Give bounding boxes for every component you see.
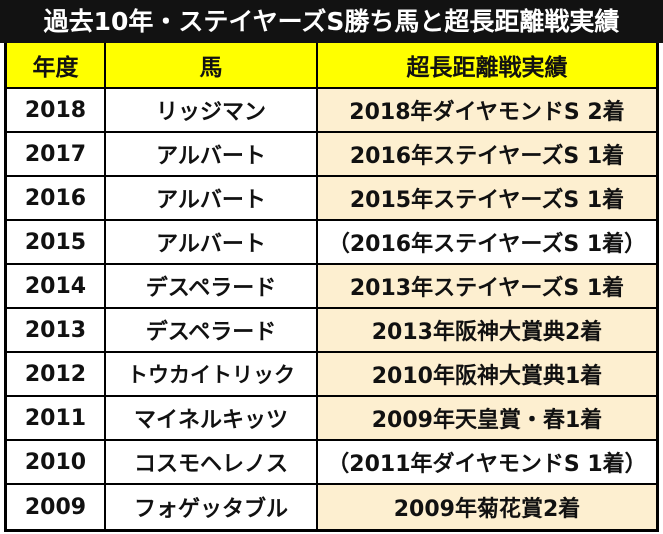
record-cell: 2009年天皇賞・春1着 <box>318 397 656 439</box>
horse-cell: アルバート <box>106 177 318 219</box>
horse-cell: アルバート <box>106 221 318 263</box>
record-cell: 2013年阪神大賞典2着 <box>318 309 656 351</box>
horse-cell: デスペラード <box>106 265 318 307</box>
horse-cell: トウカイトリック <box>106 353 318 395</box>
year-cell: 2013 <box>7 309 106 351</box>
table-row: 2010 コスモヘレノス （2011年ダイヤモンドS 1着） <box>7 441 656 485</box>
year-cell: 2011 <box>7 397 106 439</box>
record-cell: （2011年ダイヤモンドS 1着） <box>318 441 656 483</box>
horse-cell: デスペラード <box>106 309 318 351</box>
page-title: 過去10年・ステイヤーズS勝ち馬と超長距離戦実績 <box>0 0 663 43</box>
header-horse: 馬 <box>106 43 318 87</box>
record-cell: 2010年阪神大賞典1着 <box>318 353 656 395</box>
year-cell: 2014 <box>7 265 106 307</box>
record-cell: （2016年ステイヤーズS 1着） <box>318 221 656 263</box>
year-cell: 2017 <box>7 133 106 175</box>
table-row: 2012 トウカイトリック 2010年阪神大賞典1着 <box>7 353 656 397</box>
year-cell: 2015 <box>7 221 106 263</box>
table-row: 2015 アルバート （2016年ステイヤーズS 1着） <box>7 221 656 265</box>
record-cell: 2016年ステイヤーズS 1着 <box>318 133 656 175</box>
header-year: 年度 <box>7 43 106 87</box>
table-row: 2014 デスペラード 2013年ステイヤーズS 1着 <box>7 265 656 309</box>
winners-table: 年度 馬 超長距離戦実績 2018 リッジマン 2018年ダイヤモンドS 2着 … <box>4 43 659 532</box>
record-cell: 2009年菊花賞2着 <box>318 485 656 529</box>
table-row: 2016 アルバート 2015年ステイヤーズS 1着 <box>7 177 656 221</box>
table-row: 2011 マイネルキッツ 2009年天皇賞・春1着 <box>7 397 656 441</box>
record-cell: 2013年ステイヤーズS 1着 <box>318 265 656 307</box>
record-cell: 2015年ステイヤーズS 1着 <box>318 177 656 219</box>
horse-cell: マイネルキッツ <box>106 397 318 439</box>
record-cell: 2018年ダイヤモンドS 2着 <box>318 89 656 131</box>
horse-cell: アルバート <box>106 133 318 175</box>
horse-cell: フォゲッタブル <box>106 485 318 529</box>
year-cell: 2018 <box>7 89 106 131</box>
horse-cell: リッジマン <box>106 89 318 131</box>
table-row: 2017 アルバート 2016年ステイヤーズS 1着 <box>7 133 656 177</box>
year-cell: 2010 <box>7 441 106 483</box>
year-cell: 2009 <box>7 485 106 529</box>
header-record: 超長距離戦実績 <box>406 55 568 81</box>
horse-cell: コスモヘレノス <box>106 441 318 483</box>
table-row: 2013 デスペラード 2013年阪神大賞典2着 <box>7 309 656 353</box>
table-row: 2009 フォゲッタブル 2009年菊花賞2着 <box>7 485 656 529</box>
year-cell: 2012 <box>7 353 106 395</box>
table-header-row: 年度 馬 超長距離戦実績 <box>7 43 656 89</box>
year-cell: 2016 <box>7 177 106 219</box>
table-row: 2018 リッジマン 2018年ダイヤモンドS 2着 <box>7 89 656 133</box>
